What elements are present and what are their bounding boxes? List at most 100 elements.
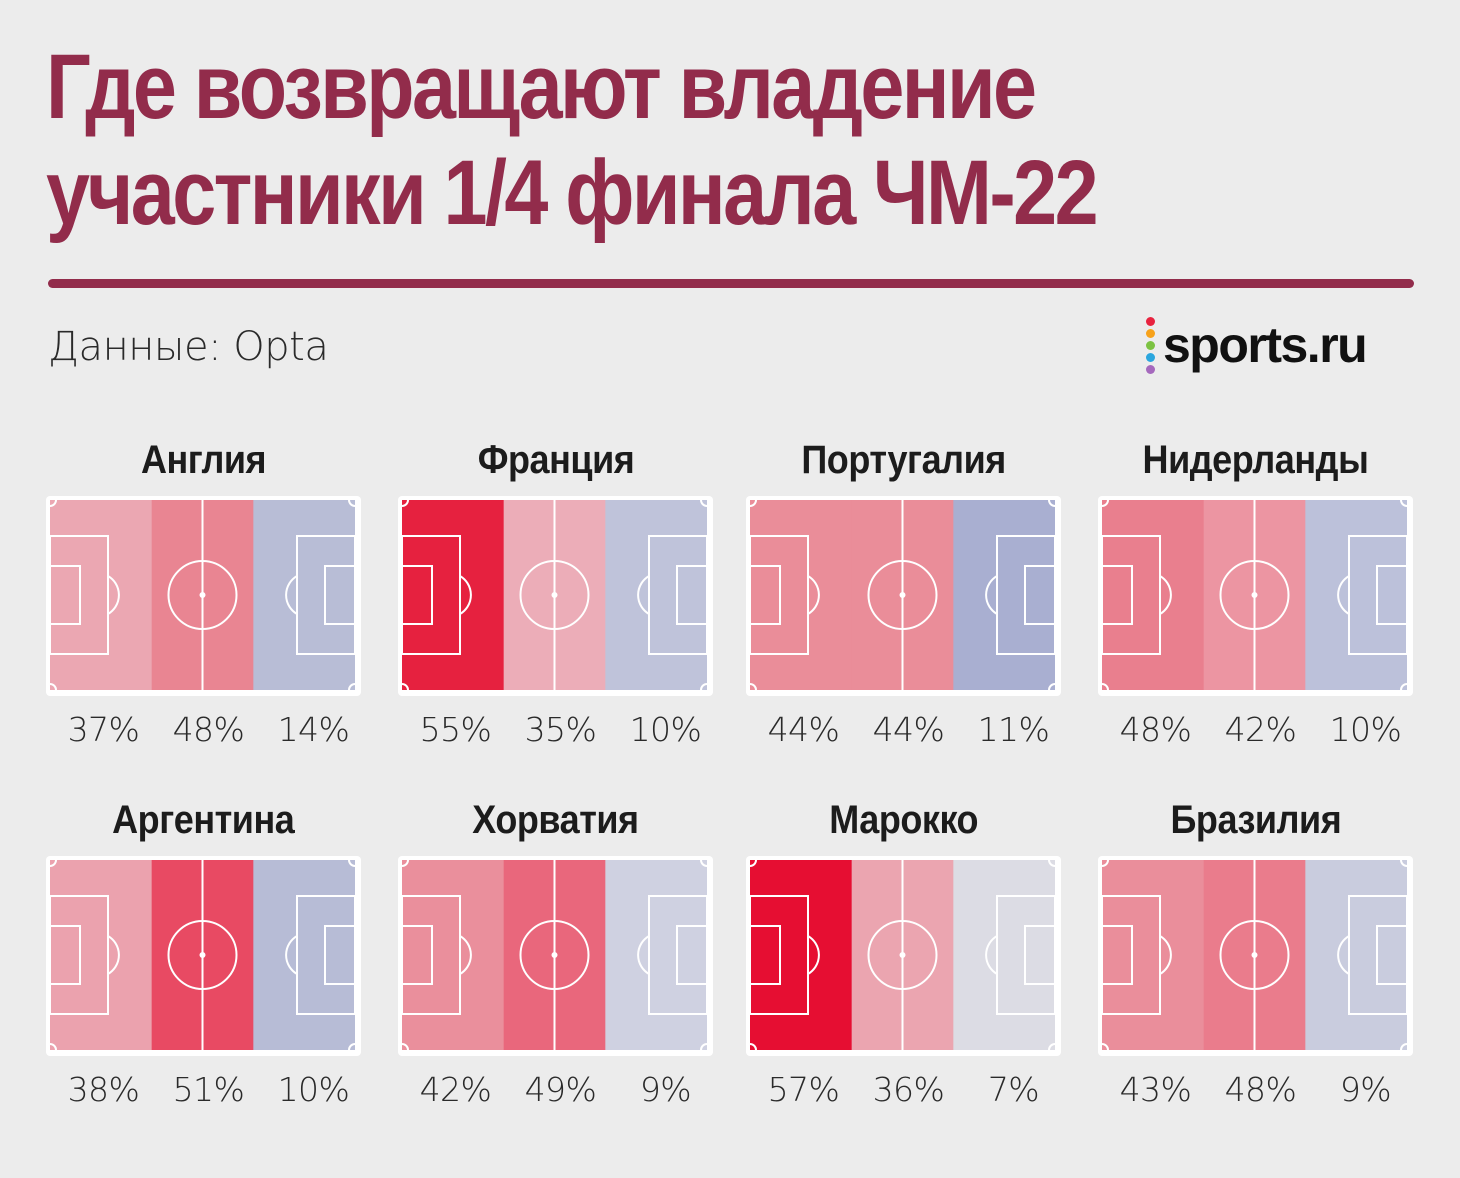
centre-circle <box>1219 920 1290 990</box>
centre-spot <box>899 592 906 598</box>
zone-own-third <box>750 860 853 1050</box>
centre-circle <box>867 920 938 990</box>
zone-own-third <box>50 860 153 1050</box>
corner-arc <box>1400 683 1407 690</box>
centre-circle <box>167 560 238 630</box>
corner-arc <box>700 683 707 690</box>
pitch <box>1098 496 1413 696</box>
zone-percentage: 36% <box>872 1070 945 1109</box>
zone-percentage: 7% <box>987 1070 1040 1109</box>
goal-area-right <box>676 565 707 625</box>
team-name-text: Бразилия <box>1170 798 1341 842</box>
zone-final-third <box>1305 860 1407 1050</box>
zone-percentage: 37% <box>67 710 140 749</box>
goal-area-left <box>1102 565 1133 625</box>
goal-area-right <box>1024 565 1055 625</box>
corner-arc <box>50 500 57 507</box>
penalty-arc-left <box>459 935 472 975</box>
corner-arc <box>700 860 707 867</box>
team-name-text: Нидерланды <box>1142 438 1369 482</box>
zone-percentage: 57% <box>767 1070 840 1109</box>
corner-arc <box>700 500 707 507</box>
centre-spot <box>1251 592 1258 598</box>
zone-percentage: 35% <box>524 710 597 749</box>
goal-area-left <box>50 925 81 985</box>
pitch-svg <box>750 860 1055 1050</box>
goal-area-left <box>402 925 433 985</box>
penalty-arc-right <box>1337 575 1350 615</box>
goal-area-right <box>676 925 707 985</box>
team-name-text: Марокко <box>829 798 978 842</box>
corner-arc <box>750 683 757 690</box>
zone-percentage: 9% <box>1339 1070 1392 1109</box>
pitch <box>398 856 713 1056</box>
pitch-svg <box>1102 860 1407 1050</box>
penalty-arc-right <box>1337 935 1350 975</box>
sports-ru-logo: sports.ru <box>1146 310 1368 380</box>
zone-final-third <box>605 860 707 1050</box>
pitch-svg <box>50 500 355 690</box>
zone-percentage: 55% <box>419 710 492 749</box>
penalty-area-right <box>996 535 1055 655</box>
corner-arc <box>1102 1043 1109 1050</box>
corner-arc <box>402 860 409 867</box>
zone-final-third <box>1305 500 1407 690</box>
corner-arc <box>750 1043 757 1050</box>
penalty-area-right <box>296 895 355 1015</box>
pitch <box>46 856 361 1056</box>
zone-percentage: 44% <box>872 710 945 749</box>
team-panel: Нидерланды 48% 42% 10% <box>1098 438 1413 758</box>
penalty-arc-left <box>459 575 472 615</box>
penalty-area-right <box>1348 895 1407 1015</box>
penalty-area-right <box>1348 535 1407 655</box>
goal-area-right <box>1376 565 1407 625</box>
goal-area-left <box>1102 925 1133 985</box>
zone-own-third <box>1102 860 1205 1050</box>
pitch-svg <box>402 860 707 1050</box>
title-divider <box>48 279 1414 288</box>
zone-percentage: 51% <box>172 1070 245 1109</box>
zone-percentage: 49% <box>524 1070 597 1109</box>
penalty-area-left <box>1102 895 1161 1015</box>
goal-area-right <box>1024 925 1055 985</box>
team-panel: Португалия 44% 44% 11% <box>746 438 1061 758</box>
zone-final-third <box>953 860 1055 1050</box>
penalty-arc-right <box>985 935 998 975</box>
penalty-arc-right <box>285 935 298 975</box>
zone-final-third <box>605 500 707 690</box>
corner-arc <box>1400 860 1407 867</box>
team-name-text: Португалия <box>801 438 1006 482</box>
logo-dot <box>1146 352 1155 362</box>
zone-percentage: 43% <box>1119 1070 1192 1109</box>
corner-arc <box>1400 1043 1407 1050</box>
zone-own-third <box>1102 500 1205 690</box>
centre-spot <box>199 952 206 958</box>
penalty-arc-left <box>1159 935 1172 975</box>
pitch-svg <box>750 500 1055 690</box>
centre-spot <box>199 592 206 598</box>
goal-area-right <box>1376 925 1407 985</box>
penalty-arc-right <box>985 575 998 615</box>
zone-percentage: 48% <box>1224 1070 1297 1109</box>
zone-own-third <box>50 500 153 690</box>
zone-percentage: 10% <box>629 710 702 749</box>
goal-area-right <box>324 925 355 985</box>
penalty-arc-left <box>107 935 120 975</box>
pitch-svg <box>1102 500 1407 690</box>
corner-arc <box>402 500 409 507</box>
team-panel: Аргентина 38% 51% 10% <box>46 798 361 1118</box>
corner-arc <box>50 1043 57 1050</box>
corner-arc <box>1048 1043 1055 1050</box>
team-panel: Марокко 57% 36% 7% <box>746 798 1061 1118</box>
zone-percentage: 11% <box>977 710 1050 749</box>
penalty-arc-left <box>1159 575 1172 615</box>
penalty-area-left <box>750 895 809 1015</box>
penalty-area-right <box>648 535 707 655</box>
zone-percentage: 42% <box>1224 710 1297 749</box>
goal-area-left <box>402 565 433 625</box>
penalty-arc-left <box>807 575 820 615</box>
corner-arc <box>1102 500 1109 507</box>
corner-arc <box>750 500 757 507</box>
zone-own-third <box>402 860 505 1050</box>
pitch <box>746 856 1061 1056</box>
